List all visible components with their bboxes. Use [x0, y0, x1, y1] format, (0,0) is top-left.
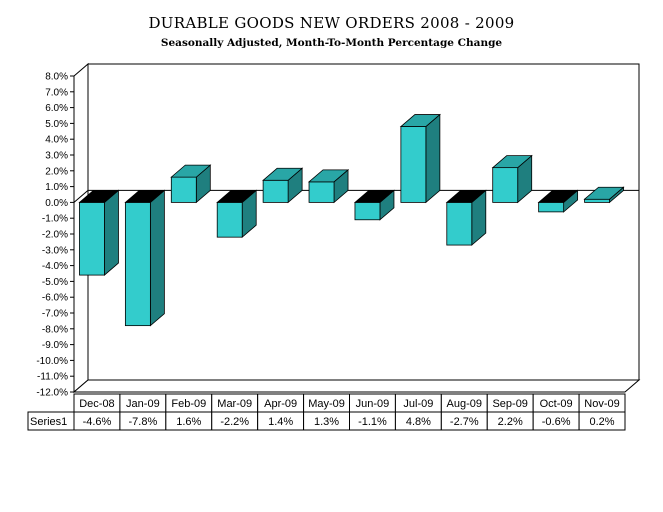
y-tick-label: 5.0%: [45, 119, 68, 130]
bar: [78, 189, 120, 276]
bar: [583, 186, 625, 204]
data-label: -4.6%: [83, 416, 112, 428]
y-tick-label: -10.0%: [36, 356, 68, 367]
data-label: 1.6%: [176, 416, 201, 428]
y-tick-label: -6.0%: [42, 293, 68, 304]
data-label: -7.8%: [129, 416, 158, 428]
bar: [124, 189, 166, 327]
x-tick-label: Dec-08: [79, 398, 114, 410]
bar: [170, 164, 212, 204]
x-tick-label: Jul-09: [403, 398, 433, 410]
bar: [399, 113, 441, 204]
x-tick-label: Jan-09: [126, 398, 160, 410]
x-tick-label: Apr-09: [264, 398, 297, 410]
table-series-name: Series1: [30, 416, 67, 428]
y-tick-label: -11.0%: [37, 372, 68, 383]
y-tick-label: -12.0%: [36, 388, 68, 399]
y-tick-label: -7.0%: [42, 309, 68, 320]
y-tick-label: 8.0%: [45, 72, 68, 83]
data-label: 4.8%: [406, 416, 431, 428]
x-tick-label: Nov-09: [584, 398, 619, 410]
x-tick-label: Feb-09: [171, 398, 206, 410]
y-tick-label: 7.0%: [45, 87, 68, 98]
y-tick-label: -8.0%: [42, 324, 68, 335]
data-label: 0.2%: [590, 416, 615, 428]
data-label: 1.4%: [268, 416, 293, 428]
y-tick-label: 2.0%: [45, 166, 68, 177]
y-tick-label: -4.0%: [42, 261, 68, 272]
bar: [537, 189, 579, 213]
x-tick-label: Jun-09: [356, 398, 390, 410]
y-tick-label: -3.0%: [42, 245, 68, 256]
data-label: 2.2%: [498, 416, 523, 428]
y-tick-label: 1.0%: [45, 182, 68, 193]
data-label: -0.6%: [542, 416, 571, 428]
y-tick-label: 3.0%: [45, 151, 68, 162]
y-tick-label: -5.0%: [42, 277, 68, 288]
chart-title: DURABLE GOODS NEW ORDERS 2008 - 2009: [148, 14, 515, 32]
x-tick-label: May-09: [308, 398, 345, 410]
table-value-cell: [578, 411, 626, 431]
x-tick-label: Mar-09: [217, 398, 252, 410]
bar: [445, 189, 487, 246]
data-label: -2.7%: [450, 416, 479, 428]
data-label: -2.2%: [220, 416, 249, 428]
y-tick-label: -2.0%: [42, 230, 68, 241]
data-label: -1.1%: [358, 416, 387, 428]
bar: [262, 167, 304, 204]
plot-back-wall: [87, 63, 640, 381]
y-tick-label: 4.0%: [45, 135, 68, 146]
chart-subtitle: Seasonally Adjusted, Month-To-Month Perc…: [160, 37, 503, 49]
x-tick-label: Aug-09: [447, 398, 482, 410]
x-tick-label: Oct-09: [540, 398, 573, 410]
zero-line-side: [73, 190, 89, 203]
data-label: 1.3%: [314, 416, 339, 428]
bar: [307, 168, 350, 204]
x-tick-label: Sep-09: [492, 398, 527, 410]
plot-floor: [72, 379, 641, 393]
y-tick-label: -1.0%: [42, 214, 68, 225]
y-tick-label: 0.0%: [45, 198, 68, 209]
bar: [216, 189, 258, 239]
bar: [491, 154, 533, 204]
bar: [353, 189, 396, 221]
y-tick-label: 6.0%: [45, 103, 68, 114]
y-tick-label: -9.0%: [42, 340, 68, 351]
